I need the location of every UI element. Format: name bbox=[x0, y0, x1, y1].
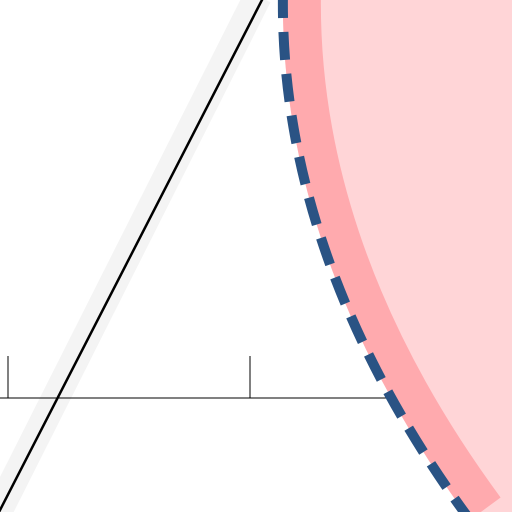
region-fill bbox=[282, 0, 512, 512]
line bbox=[0, 0, 264, 512]
dashed-boundary bbox=[277, 0, 471, 512]
band bbox=[0, 0, 271, 512]
